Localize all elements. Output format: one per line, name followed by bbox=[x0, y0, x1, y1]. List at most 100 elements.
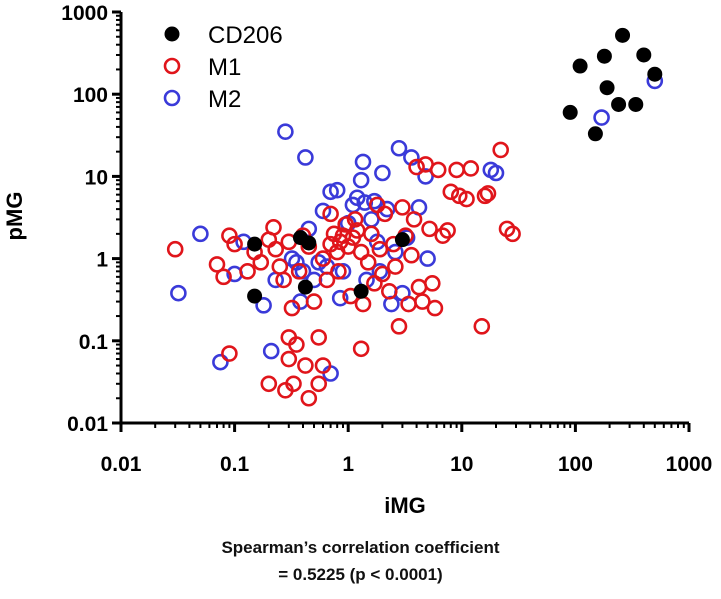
data-point-m2 bbox=[352, 171, 370, 189]
data-point-m1 bbox=[442, 183, 460, 201]
data-point-m2 bbox=[374, 164, 391, 182]
data-point-m2 bbox=[390, 139, 408, 157]
data-point-m1 bbox=[405, 211, 423, 228]
data-point-m1 bbox=[380, 283, 398, 300]
data-point-cd206 bbox=[297, 279, 313, 295]
data-point-cd206 bbox=[301, 235, 317, 251]
data-point-m1 bbox=[322, 205, 339, 223]
data-point-cd206 bbox=[587, 126, 603, 142]
data-point-m1 bbox=[479, 185, 497, 202]
axes bbox=[119, 12, 689, 425]
data-point-m2 bbox=[354, 153, 372, 171]
data-point-m1 bbox=[300, 389, 318, 407]
data-point-m1 bbox=[208, 256, 226, 273]
x-tick-label: 1 bbox=[342, 453, 354, 476]
data-point-m2 bbox=[277, 123, 294, 140]
data-point-m2 bbox=[331, 289, 349, 307]
axis-ticks: 0.01 0.1 1 10 100 1000 0.01 0.1 1 10 100 1000 bbox=[61, 2, 712, 476]
x-tick-label: 1000 bbox=[666, 453, 713, 476]
data-point-m1 bbox=[297, 357, 314, 374]
legend-label: M1 bbox=[208, 54, 241, 81]
data-point-cd206 bbox=[611, 96, 627, 112]
data-point-m2 bbox=[593, 109, 610, 126]
data-point-cd206 bbox=[647, 66, 663, 82]
data-point-m1 bbox=[314, 357, 332, 374]
data-point-m1 bbox=[275, 271, 292, 289]
data-point-m1 bbox=[290, 263, 308, 280]
data-point-m1 bbox=[215, 268, 232, 286]
data-point-cd206 bbox=[572, 58, 588, 74]
data-point-m1 bbox=[366, 275, 383, 292]
y-tick-label: 1000 bbox=[61, 2, 108, 25]
x-tick-label: 0.1 bbox=[220, 453, 250, 476]
data-point-m2 bbox=[310, 254, 328, 271]
y-tick-label: 0.01 bbox=[67, 413, 108, 436]
data-point-m1 bbox=[462, 160, 480, 177]
data-point-m1 bbox=[288, 336, 305, 353]
data-point-m1 bbox=[271, 258, 289, 275]
data-point-cd206 bbox=[599, 80, 615, 96]
data-point-cd206 bbox=[247, 288, 263, 304]
data-point-m1 bbox=[394, 199, 411, 216]
data-point-m1 bbox=[403, 246, 420, 264]
legend-marker bbox=[164, 26, 180, 42]
data-point-m1 bbox=[414, 293, 431, 310]
data-point-cd206 bbox=[562, 104, 578, 120]
data-point-m1 bbox=[504, 225, 521, 243]
y-axis-label: pMG bbox=[2, 192, 27, 241]
correlation-value: = 0.5225 (p < 0.0001) bbox=[278, 565, 443, 584]
data-point-m1 bbox=[260, 375, 278, 393]
data-point-m1 bbox=[310, 329, 328, 346]
data-point-m2 bbox=[328, 181, 346, 199]
data-point-m1 bbox=[267, 240, 284, 258]
data-point-cd206 bbox=[247, 236, 263, 252]
y-tick-label: 10 bbox=[85, 166, 108, 189]
data-point-m2 bbox=[487, 164, 505, 182]
data-point-m1 bbox=[352, 340, 370, 358]
data-point-m2 bbox=[363, 211, 380, 228]
data-point-m1 bbox=[429, 161, 447, 179]
data-point-m1 bbox=[390, 318, 408, 335]
data-point-m2 bbox=[366, 192, 383, 210]
data-point-m2 bbox=[297, 149, 314, 166]
data-point-m2 bbox=[419, 250, 436, 267]
data-point-m1 bbox=[426, 299, 444, 317]
data-point-m1 bbox=[376, 205, 394, 223]
data-point-m1 bbox=[310, 375, 328, 393]
y-tick-label: 1 bbox=[96, 249, 108, 272]
data-point-m2 bbox=[262, 342, 280, 360]
data-point-m1 bbox=[473, 318, 491, 335]
data-point-m1 bbox=[492, 141, 509, 159]
data-point-m1 bbox=[265, 219, 282, 236]
data-point-m1 bbox=[314, 250, 332, 267]
data-point-m1 bbox=[330, 263, 347, 280]
data-point-m2 bbox=[314, 202, 332, 220]
data-point-m1 bbox=[239, 263, 256, 280]
data-point-m1 bbox=[252, 254, 270, 271]
x-axis-label: iMG bbox=[384, 493, 426, 518]
data-point-m1 bbox=[363, 225, 380, 243]
data-point-m2 bbox=[322, 183, 339, 201]
data-point-m2 bbox=[417, 168, 434, 185]
data-point-m1 bbox=[221, 345, 238, 362]
data-point-m1 bbox=[387, 258, 404, 275]
legend-marker bbox=[163, 57, 181, 75]
data-point-m1 bbox=[374, 265, 391, 283]
data-point-m1 bbox=[166, 240, 184, 258]
data-point-m1 bbox=[354, 295, 372, 313]
x-tick-label: 100 bbox=[558, 453, 593, 476]
x-tick-label: 10 bbox=[450, 453, 473, 476]
data-point-m1 bbox=[421, 220, 438, 238]
data-point-m1 bbox=[434, 227, 452, 244]
y-tick-label: 100 bbox=[73, 84, 108, 107]
data-point-cd206 bbox=[615, 27, 631, 43]
data-point-m2 bbox=[170, 284, 187, 302]
data-point-m1 bbox=[283, 299, 301, 317]
data-point-m2 bbox=[212, 353, 229, 371]
data-point-m1 bbox=[458, 190, 475, 208]
data-point-m1 bbox=[408, 158, 425, 176]
x-tick-label: 0.01 bbox=[101, 453, 142, 476]
y-tick-label: 0.1 bbox=[79, 331, 109, 354]
data-point-m1 bbox=[448, 161, 465, 179]
